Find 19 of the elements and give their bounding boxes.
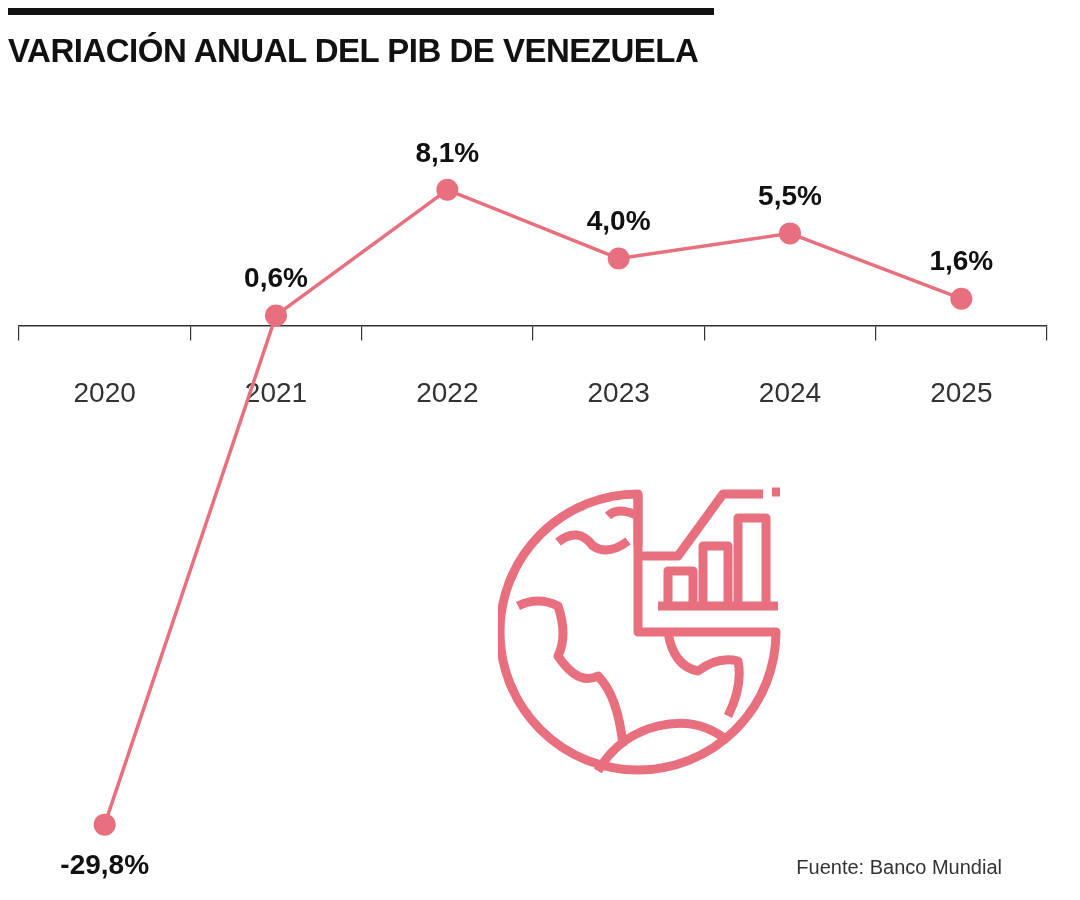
x-tick-label: 2020	[73, 377, 136, 409]
point	[93, 813, 116, 836]
data-label: 8,1%	[415, 136, 480, 168]
data-label: 4,0%	[586, 205, 651, 237]
data-label: 0,6%	[244, 262, 309, 294]
data-label: 1,6%	[929, 245, 994, 277]
point	[265, 304, 287, 327]
source-note: Fuente: Banco Mundial	[796, 856, 1002, 879]
point	[436, 178, 459, 201]
x-tick-label: 2025	[930, 377, 993, 409]
point	[779, 222, 801, 245]
point	[950, 287, 973, 310]
x-tick-label: 2022	[416, 377, 479, 409]
x-tick-label: 2023	[587, 377, 650, 409]
data-label: 5,5%	[758, 180, 823, 212]
x-tick-label: 2024	[758, 377, 822, 409]
data-label: -29,8%	[60, 849, 150, 881]
point	[607, 247, 630, 270]
chart-title: VARIACIÓN ANUAL DEL PIB DE VENEZUELA	[8, 32, 699, 70]
